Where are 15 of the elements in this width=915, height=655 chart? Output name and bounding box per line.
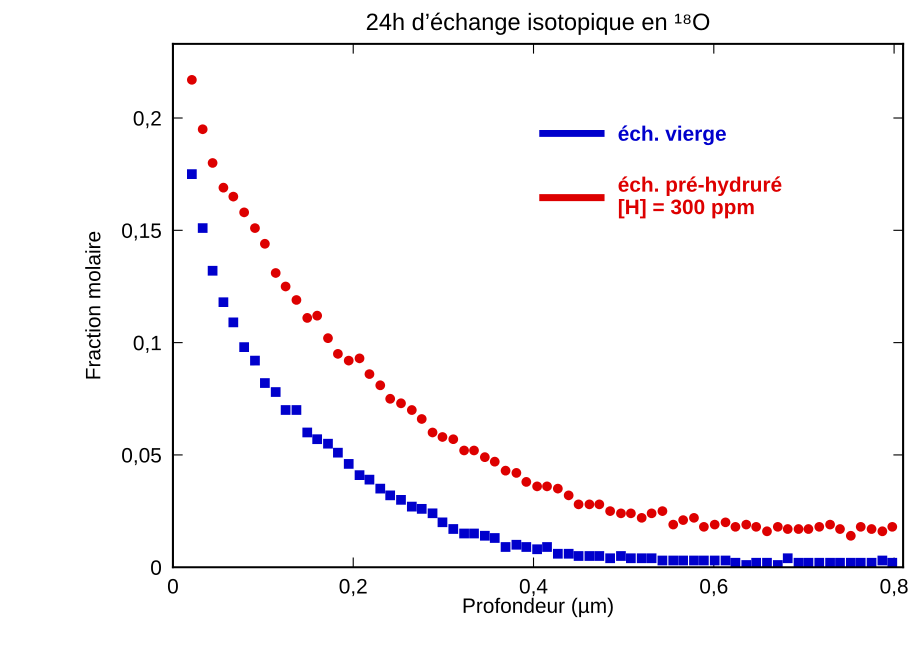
y-axis-title: Fraction molaire <box>85 232 100 379</box>
y-tick-label: 0,1 <box>134 336 161 353</box>
y-tick-label: 0,2 <box>134 111 161 128</box>
x-tick-label: 0,8 <box>880 578 908 596</box>
legend-label: éch. vierge <box>618 125 726 146</box>
x-tick-label: 0 <box>168 578 178 594</box>
x-axis-title: Profondeur (µm) <box>464 598 613 618</box>
legend-label: éch. pré-hydruré [H] = 300 ppm <box>618 176 782 218</box>
y-tick-label: 0 <box>151 560 162 575</box>
x-tick-label: 0,2 <box>340 578 367 596</box>
x-tick-label: 0,4 <box>520 578 548 596</box>
y-tick-label: 0,15 <box>122 223 161 241</box>
x-tick-label: 0,6 <box>700 578 728 596</box>
y-tick-label: 0,05 <box>122 448 161 466</box>
chart-title: 24h d’échange isotopique en ¹⁸O <box>366 12 710 35</box>
